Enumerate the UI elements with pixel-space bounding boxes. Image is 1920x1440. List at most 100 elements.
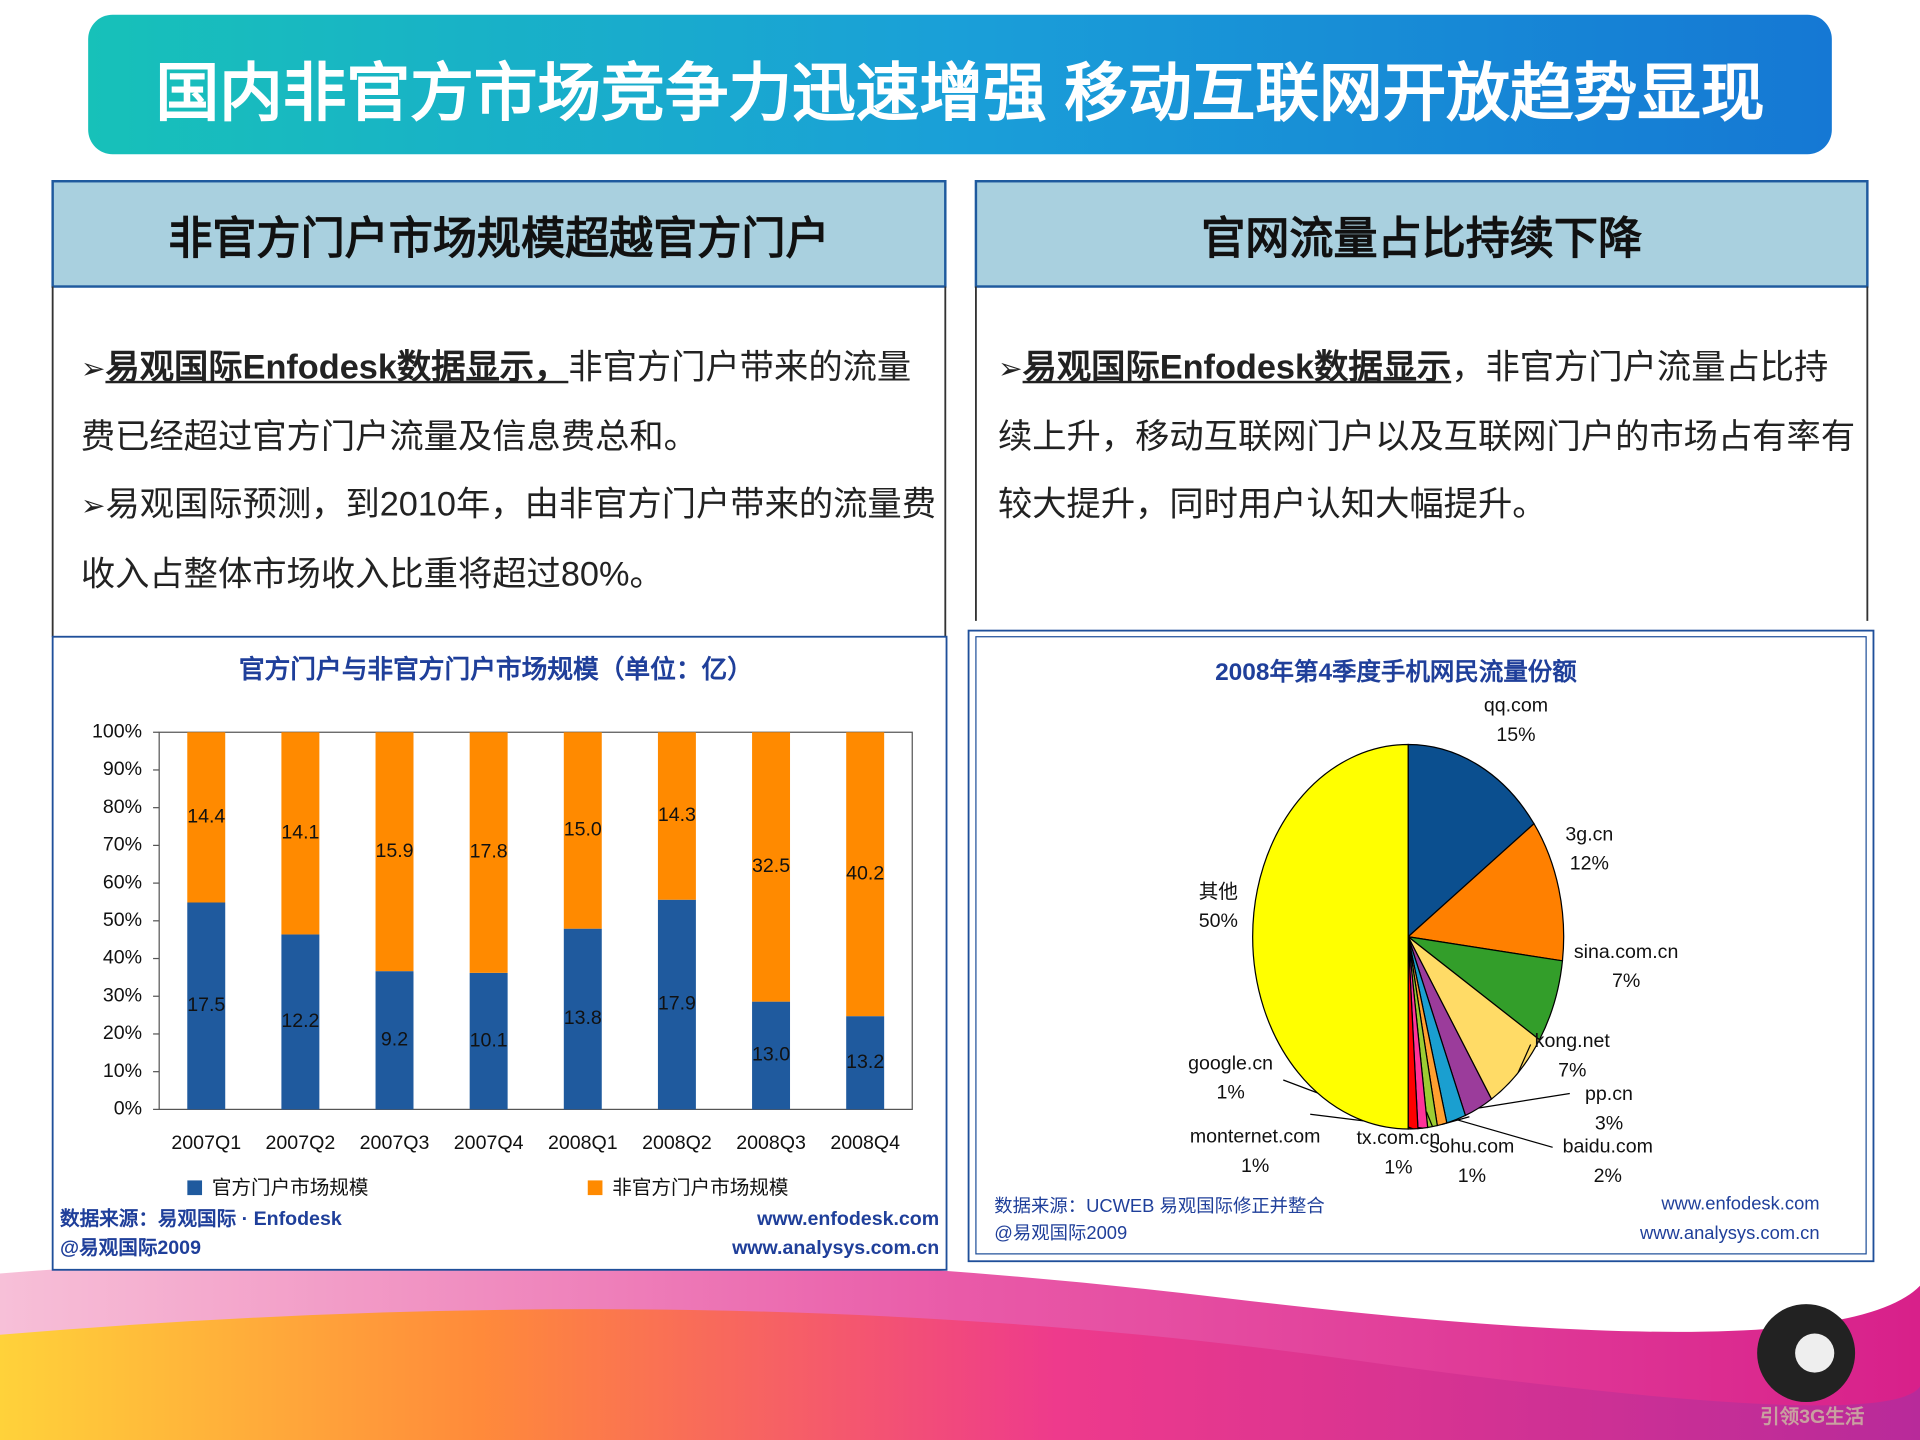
bar-segment (657, 732, 696, 900)
data-label: 12.2 (281, 1010, 319, 1032)
pie-value: 7% (1612, 970, 1640, 992)
pie-value: 12% (1570, 853, 1609, 875)
pie-value: 1% (1384, 1156, 1412, 1178)
legend-label: 官方门户市场规模 (212, 1177, 369, 1199)
copyright: @易观国际2009 (60, 1237, 201, 1259)
logo-text: 引领3G生活 (1760, 1405, 1865, 1428)
logo (1795, 1333, 1835, 1373)
y-tick-label: 90% (103, 758, 142, 780)
x-tick-label: 2007Q3 (360, 1132, 430, 1154)
x-tick-label: 2007Q1 (171, 1132, 241, 1154)
paragraph: 易观国际预测，到2010年，由非官方门户带来的流量费收入占整体市场收入比重将超过… (81, 470, 941, 607)
panel-text: 易观国际Enfodesk数据显示，非官方门户流量占比持续上升，移动互联网门户以及… (998, 333, 1855, 537)
data-label: 13.2 (846, 1051, 884, 1073)
pie-value: 2% (1594, 1165, 1622, 1187)
x-tick-label: 2008Q1 (548, 1132, 618, 1154)
y-tick-label: 50% (103, 909, 142, 931)
bar-segment (281, 732, 320, 935)
title-bar (88, 14, 1832, 155)
data-label: 14.4 (187, 806, 225, 828)
y-tick-label: 100% (92, 720, 142, 742)
pie-slice (1407, 743, 1535, 939)
bar-segment (846, 1016, 885, 1110)
slide-title: 国内非官方市场竞争力迅速增强 移动互联网开放趋势显现 (155, 58, 1764, 129)
bar-segment (752, 732, 791, 1002)
x-tick-label: 2008Q2 (642, 1132, 712, 1154)
y-tick-label: 70% (103, 834, 142, 856)
pie-label: sina.com.cn (1574, 941, 1678, 963)
bar-segment (657, 899, 696, 1110)
chart-title: 官方门户与非官方门户市场规模（单位：亿） (239, 654, 753, 684)
pie-label: baidu.com (1563, 1136, 1653, 1158)
data-label: 17.8 (470, 841, 508, 863)
url: www.analysys.com.cn (731, 1237, 939, 1259)
pie-label: tx.com.cn (1356, 1127, 1440, 1149)
url: www.enfodesk.com (756, 1208, 939, 1230)
swoosh (0, 1309, 1920, 1440)
pie-label: google.cn (1188, 1052, 1273, 1074)
panel-border (975, 286, 1869, 621)
text-run: 易观国际预测，到2010年，由非官方门户带来的流量费收入占整体市场收入比重将超过… (80, 484, 937, 593)
text-run: 易观国际Enfodesk数据显示， (105, 347, 569, 386)
bar-segment (846, 732, 885, 1017)
x-tick-label: 2007Q4 (454, 1132, 524, 1154)
data-label: 40.2 (846, 862, 884, 884)
pie-slice (1252, 743, 1409, 1130)
legend-label: 非官方门户市场规模 (612, 1177, 788, 1199)
bar-segment (281, 934, 320, 1110)
pie-value: 7% (1558, 1060, 1586, 1082)
data-label: 13.0 (752, 1044, 790, 1066)
chart-title: 2008年第4季度手机网民流量份额 (1215, 657, 1577, 686)
pie-label: sohu.com (1429, 1136, 1514, 1158)
leader-line (1441, 1116, 1470, 1125)
bar-segment (563, 928, 602, 1110)
data-label: 9.2 (381, 1028, 408, 1050)
y-tick-label: 0% (114, 1098, 142, 1120)
data-label: 13.8 (564, 1007, 602, 1029)
panel-text: 易观国际Enfodesk数据显示，非官方门户带来的流量费已经超过官方门户流量及信… (81, 333, 941, 607)
bar-segment (469, 732, 508, 973)
leader-line (1478, 1092, 1570, 1109)
pie-value: 15% (1496, 724, 1535, 746)
text-run: ，非官方门户流量占比持续上升，移动互联网门户以及互联网门户的市场占有率有较大提升… (997, 347, 1856, 523)
bar-segment (469, 972, 508, 1110)
panel-header (51, 180, 947, 288)
text-run: 易观国际Enfodesk数据显示 (1022, 347, 1452, 386)
source: 数据来源：易观国际 · Enfodesk (60, 1207, 342, 1230)
leader-line (1425, 1111, 1434, 1127)
data-label: 15.9 (375, 840, 413, 862)
chart-frame (975, 636, 1867, 1255)
pie-value: 1% (1458, 1165, 1486, 1187)
y-tick-label: 30% (103, 984, 142, 1006)
url: www.analysys.com.cn (1639, 1222, 1820, 1243)
data-label: 15.0 (564, 819, 602, 841)
legend-swatch (587, 1180, 603, 1196)
pie-label: kong.net (1535, 1030, 1611, 1052)
paragraph: 易观国际Enfodesk数据显示，非官方门户带来的流量费已经超过官方门户流量及信… (81, 333, 941, 470)
data-label: 14.3 (658, 804, 696, 826)
data-label: 32.5 (752, 855, 790, 877)
leader-line (1517, 1044, 1532, 1073)
bar-segment (375, 732, 414, 972)
paragraph: 易观国际Enfodesk数据显示，非官方门户流量占比持续上升，移动互联网门户以及… (998, 333, 1855, 537)
data-label: 10.1 (470, 1029, 508, 1051)
pie-slice (1406, 822, 1565, 962)
legend-swatch (187, 1180, 203, 1196)
panel-header (974, 180, 1869, 288)
x-tick-label: 2008Q3 (736, 1132, 806, 1154)
pie-label: 其他 (1199, 881, 1238, 903)
bar-segment (187, 902, 226, 1110)
x-tick-label: 2007Q2 (266, 1132, 336, 1154)
panel-border (51, 286, 947, 637)
data-label: 17.9 (658, 993, 696, 1015)
y-tick-label: 20% (103, 1022, 142, 1044)
pie-label: qq.com (1484, 695, 1548, 717)
pie-label: 3g.cn (1565, 823, 1613, 845)
panel-heading: 官网流量占比持续下降 (1201, 213, 1643, 264)
pie-value: 3% (1595, 1112, 1623, 1134)
pie-value: 50% (1199, 910, 1238, 932)
y-tick-label: 10% (103, 1060, 142, 1082)
bar-segment (375, 971, 414, 1110)
